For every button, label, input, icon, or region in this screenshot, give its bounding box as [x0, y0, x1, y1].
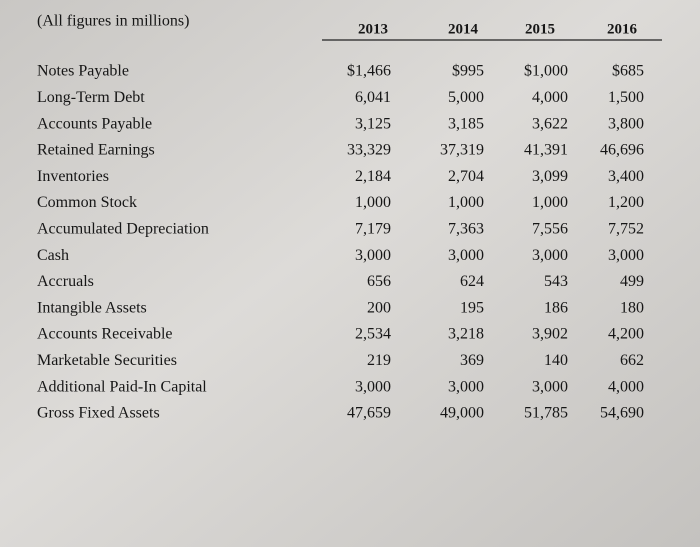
row-label: Accumulated Depreciation — [37, 220, 209, 237]
cell-value: 369 — [460, 352, 484, 369]
cell-value: 33,329 — [347, 142, 391, 159]
cell-value: 499 — [620, 273, 644, 290]
cell-value: 3,125 — [355, 115, 391, 132]
cell-value: 7,752 — [608, 220, 644, 237]
row-label: Retained Earnings — [37, 142, 155, 159]
cell-value: 7,363 — [448, 220, 484, 237]
cell-value: 46,696 — [600, 142, 644, 159]
cell-value: 3,000 — [608, 247, 644, 264]
cell-value: $1,000 — [524, 63, 568, 80]
cell-value: 54,690 — [600, 405, 644, 422]
row-label: Accounts Payable — [37, 115, 152, 132]
cell-value: 3,000 — [532, 247, 568, 264]
cell-value: 5,000 — [448, 89, 484, 106]
cell-value: 186 — [544, 299, 568, 316]
row-label: Accounts Receivable — [37, 326, 173, 343]
row-label: Common Stock — [37, 194, 137, 211]
cell-value: 140 — [544, 352, 568, 369]
cell-value: 4,200 — [608, 326, 644, 343]
cell-value: 37,319 — [440, 142, 484, 159]
cell-value: 3,902 — [532, 326, 568, 343]
cell-value: 543 — [544, 273, 568, 290]
table-caption: (All figures in millions) — [37, 13, 189, 30]
row-label: Cash — [37, 247, 69, 264]
year-header: 2016 — [607, 21, 638, 37]
cell-value: 195 — [460, 299, 484, 316]
cell-value: 3,185 — [448, 115, 484, 132]
cell-value: 2,184 — [355, 168, 391, 185]
cell-value: 7,556 — [532, 220, 568, 237]
cell-value: 49,000 — [440, 405, 484, 422]
cell-value: 4,000 — [532, 89, 568, 106]
cell-value: $1,466 — [347, 63, 391, 80]
cell-value: 662 — [620, 352, 644, 369]
cell-value: 1,000 — [355, 194, 391, 211]
cell-value: 6,041 — [355, 89, 391, 106]
cell-value: 624 — [460, 273, 484, 290]
cell-value: $685 — [612, 63, 644, 80]
cell-value: 1,200 — [608, 194, 644, 211]
cell-value: 3,000 — [448, 378, 484, 395]
year-header: 2013 — [358, 21, 388, 37]
cell-value: 3,099 — [532, 168, 568, 185]
cell-value: 1,000 — [448, 194, 484, 211]
cell-value: 2,534 — [355, 326, 391, 343]
year-header: 2014 — [448, 21, 479, 37]
cell-value: 41,391 — [524, 142, 568, 159]
cell-value: 3,400 — [608, 168, 644, 185]
row-label: Accruals — [37, 273, 94, 290]
cell-value: 3,218 — [448, 326, 484, 343]
cell-value: 3,000 — [448, 247, 484, 264]
row-label: Additional Paid-In Capital — [37, 378, 207, 395]
cell-value: 219 — [367, 352, 391, 369]
cell-value: 3,622 — [532, 115, 568, 132]
row-label: Marketable Securities — [37, 352, 177, 369]
cell-value: 3,000 — [355, 378, 391, 395]
row-label: Notes Payable — [37, 63, 129, 80]
row-label: Inventories — [37, 168, 109, 185]
cell-value: 3,800 — [608, 115, 644, 132]
row-label: Long-Term Debt — [37, 89, 145, 106]
cell-value: 1,500 — [608, 89, 644, 106]
cell-value: 51,785 — [524, 405, 568, 422]
cell-value: 2,704 — [448, 168, 484, 185]
cell-value: 1,000 — [532, 194, 568, 211]
cell-value: 180 — [620, 299, 644, 316]
cell-value: 200 — [367, 299, 391, 316]
cell-value: 3,000 — [355, 247, 391, 264]
cell-value: $995 — [452, 63, 484, 80]
cell-value: 47,659 — [347, 405, 391, 422]
cell-value: 3,000 — [532, 378, 568, 395]
cell-value: 7,179 — [355, 220, 391, 237]
cell-value: 656 — [367, 273, 391, 290]
row-label: Gross Fixed Assets — [37, 405, 160, 422]
row-label: Intangible Assets — [37, 299, 147, 316]
cell-value: 4,000 — [608, 378, 644, 395]
year-header: 2015 — [525, 21, 555, 37]
